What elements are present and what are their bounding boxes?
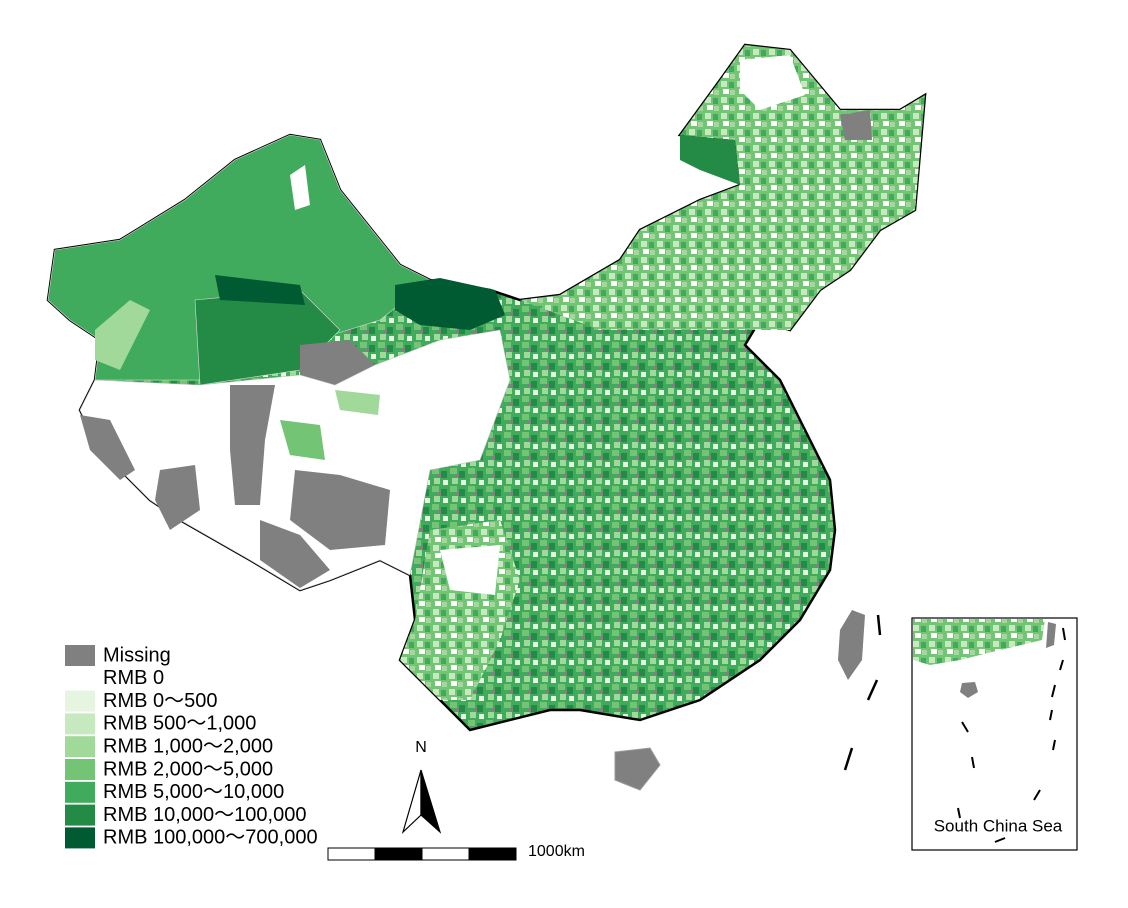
- legend-label: RMB 1,000～2,000: [103, 735, 273, 757]
- scale-segment: [327, 847, 376, 861]
- legend-label: Missing: [103, 644, 171, 666]
- region: [440, 545, 500, 595]
- legend-label: RMB 0～500: [103, 690, 218, 712]
- legend-label: RMB 5,000～10,000: [103, 781, 284, 803]
- arrow-right: [420, 769, 442, 834]
- boundary-dash: [1049, 709, 1053, 721]
- scale-segment: [468, 847, 517, 861]
- region: [215, 275, 305, 305]
- region: [290, 470, 390, 550]
- legend-label: RMB 0: [103, 667, 164, 689]
- boundary-dash: [994, 837, 1006, 843]
- legend-label: RMB 500～1,000: [103, 713, 256, 735]
- maritime-boundary: [843, 614, 882, 771]
- boundary-dash: [843, 747, 854, 771]
- inset-hainan: [960, 682, 978, 698]
- region: [260, 520, 330, 588]
- region: [80, 415, 135, 480]
- legend-swatch: [65, 713, 95, 735]
- boundary-dash: [1033, 789, 1041, 801]
- taiwan: [838, 610, 865, 680]
- hainan: [614, 747, 661, 791]
- mainland: [46, 43, 927, 732]
- inset-frame: [911, 617, 1078, 851]
- legend-swatch: [65, 645, 95, 666]
- scale-bar: [327, 847, 517, 861]
- inset-taiwan: [1046, 622, 1056, 648]
- boundary-dash: [1051, 684, 1056, 698]
- legend-swatch: [65, 690, 95, 712]
- region: [230, 385, 275, 505]
- region: [95, 300, 150, 370]
- legend-swatch: [65, 827, 95, 849]
- region: [300, 340, 375, 385]
- region: [155, 465, 200, 530]
- arrow-left: [401, 769, 422, 834]
- region: [290, 165, 310, 210]
- boundary-dash: [1062, 627, 1066, 641]
- inset-mainland: [913, 619, 1045, 665]
- legend-swatch: [65, 759, 95, 780]
- boundary-dash: [876, 614, 882, 636]
- legend-swatch: [65, 736, 95, 758]
- boundary-dash: [957, 807, 961, 819]
- legend-label: RMB 2,000～5,000: [103, 758, 273, 780]
- region: [395, 278, 505, 330]
- region: [740, 55, 805, 110]
- scale-segment: [421, 847, 470, 861]
- scale-segment: [374, 847, 423, 861]
- legend-label: RMB 100,000～700,000: [103, 827, 318, 849]
- north-label: N: [415, 739, 427, 756]
- boundary-dash: [961, 721, 969, 733]
- boundary-dash: [1052, 739, 1056, 751]
- boundary-dash: [866, 679, 879, 701]
- inset: South China Sea: [911, 617, 1078, 851]
- region: [79, 329, 511, 591]
- legend-swatch: [65, 781, 95, 803]
- scale-label: 1000km: [528, 843, 585, 860]
- region: [680, 135, 740, 185]
- region: [335, 390, 380, 415]
- boundary-dash: [971, 756, 975, 769]
- region: [520, 45, 925, 330]
- legend-swatch: [65, 804, 95, 826]
- boundary-dash: [1059, 659, 1064, 671]
- legend-label: RMB 10,000～100,000: [103, 804, 306, 826]
- region: [280, 420, 325, 460]
- inset-dashes: [957, 627, 1066, 843]
- north-arrow: N: [401, 739, 442, 834]
- legend-swatch: [65, 667, 95, 689]
- region: [840, 110, 872, 140]
- inset-label: South China Sea: [934, 816, 1063, 835]
